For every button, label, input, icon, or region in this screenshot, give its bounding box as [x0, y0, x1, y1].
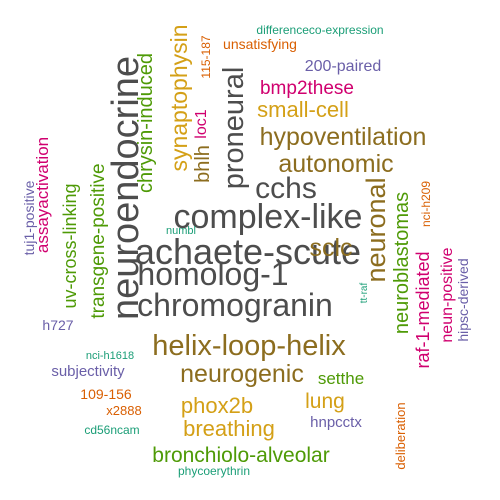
word-cd56ncam: cd56ncam	[84, 423, 139, 437]
word-h727: h727	[42, 317, 73, 333]
word-subjectivity: subjectivity	[51, 363, 125, 380]
word-bhlh: bhlh	[192, 145, 214, 183]
word-tt-raf: tt-raf	[359, 283, 370, 304]
word-numbl: numbl	[166, 225, 196, 237]
word-bmp2these: bmp2these	[260, 78, 354, 99]
word-phox2b: phox2b	[181, 393, 253, 418]
word-cchs: cchs	[255, 172, 317, 205]
word-loc1: loc1	[193, 109, 210, 138]
word-unsatisfying: unsatisfying	[223, 36, 297, 52]
word-hipsc-derived: hipsc-derived	[455, 258, 471, 341]
word-uv-cross-linking: uv-cross-linking	[60, 183, 80, 308]
word-raf-1-mediated: raf-1-mediated	[413, 251, 433, 368]
word-chromogranin: chromogranin	[137, 287, 333, 323]
word-autonomic: autonomic	[278, 150, 393, 178]
word-x2888: x2888	[106, 403, 141, 418]
word-complex-like: complex-like	[174, 198, 363, 236]
word-bronchiolo-alveolar: bronchiolo-alveolar	[152, 444, 329, 467]
word-neuronal: neuronal	[361, 177, 391, 282]
word-neuroblastomas: neuroblastomas	[391, 192, 413, 334]
word-hypoventilation: hypoventilation	[260, 123, 427, 151]
word-small-cell: small-cell	[257, 97, 349, 122]
word-200-paired: 200-paired	[305, 58, 382, 75]
word-tuj1-positive: tuj1-positive	[21, 180, 37, 255]
word-neurogenic: neurogenic	[180, 360, 304, 388]
word-assayactivation: assayactivation	[33, 137, 52, 253]
word-phycoerythrin: phycoerythrin	[178, 464, 250, 478]
word-differenceco-expression: differenceco-expression	[256, 23, 383, 37]
word-setthe: setthe	[318, 369, 364, 388]
word-helix-loop-helix: helix-loop-helix	[152, 330, 346, 362]
word-achaete-scute: achaete-scute	[135, 231, 361, 272]
word-sclc: sclc	[309, 234, 352, 262]
word-115-187: 115-187	[199, 35, 213, 78]
word-transgene-positive: transgene-positive	[88, 163, 109, 318]
word-chrysin-induced: chrysin-induced	[135, 53, 157, 193]
word-proneural: proneural	[218, 67, 250, 190]
word-nci-h209: nci-h209	[419, 181, 433, 227]
word-deliberation: deliberation	[393, 402, 408, 469]
word-neun-positive: neun-positive	[439, 247, 456, 342]
word-breathing: breathing	[183, 416, 275, 441]
word-homolog-1: homolog-1	[137, 256, 288, 292]
word-lung: lung	[305, 390, 345, 413]
word-nci-h1618: nci-h1618	[86, 350, 134, 362]
word-109-156: 109-156	[80, 386, 132, 402]
word-hnpcctx: hnpcctx	[310, 414, 362, 431]
word-neuroendocrine: neuroendocrine	[105, 56, 147, 320]
word-synaptophysin: synaptophysin	[166, 24, 192, 171]
